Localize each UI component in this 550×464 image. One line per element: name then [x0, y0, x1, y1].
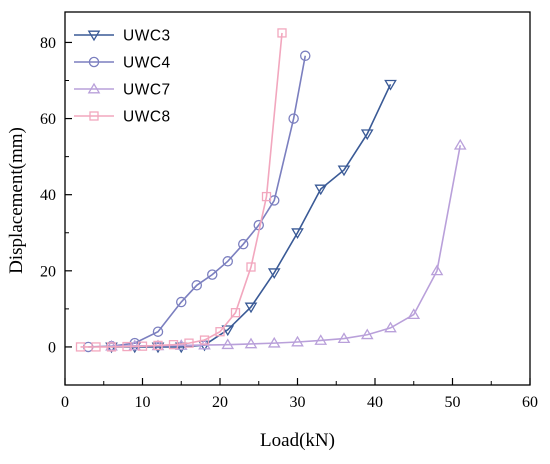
- legend: UWC3 UWC4 UWC7 UWC8: [74, 28, 171, 126]
- data-point: [151, 342, 165, 354]
- legend-entry: UWC4: [74, 55, 171, 72]
- data-point: [215, 327, 225, 337]
- legend-label: UWC7: [123, 82, 171, 99]
- series-layer: [75, 28, 467, 354]
- legend-label: UWC4: [123, 55, 171, 72]
- data-point: [314, 184, 328, 196]
- data-point: [299, 50, 311, 62]
- data-point: [360, 129, 374, 141]
- data-point: [384, 79, 397, 91]
- y-tick-label: 40: [40, 187, 56, 204]
- data-point: [137, 341, 148, 351]
- axes: 0 10 20 30 40 50 60 0 20 40 60 80: [40, 35, 538, 411]
- data-point: [221, 325, 235, 337]
- data-point: [291, 335, 304, 347]
- data-point: [291, 228, 304, 240]
- data-point: [337, 165, 351, 177]
- x-tick-label: 50: [445, 394, 461, 411]
- data-point: [267, 336, 281, 348]
- x-tick-label: 10: [135, 394, 151, 411]
- series-line: [88, 55, 307, 348]
- data-point: [106, 342, 117, 352]
- data-point: [168, 340, 179, 350]
- x-tick-label: 60: [522, 394, 538, 411]
- series-line: [80, 32, 283, 348]
- data-point: [384, 321, 397, 333]
- data-point: [261, 191, 272, 202]
- data-point: [75, 342, 86, 352]
- data-point: [105, 339, 118, 351]
- legend-entry: UWC3: [74, 28, 171, 45]
- series-uwc8: [75, 28, 287, 352]
- y-tick-label: 60: [40, 111, 56, 128]
- data-point: [314, 334, 328, 345]
- data-point: [191, 280, 202, 291]
- data-point: [244, 337, 258, 349]
- data-point: [153, 340, 163, 351]
- data-point: [277, 28, 287, 38]
- data-point: [91, 342, 101, 352]
- data-point: [87, 82, 101, 94]
- data-point: [407, 308, 421, 320]
- data-point: [152, 326, 164, 337]
- data-point: [206, 269, 218, 280]
- data-point: [87, 30, 101, 42]
- x-tick-label: 40: [367, 394, 383, 411]
- data-point: [175, 296, 187, 308]
- data-point: [453, 138, 467, 150]
- x-tick-label: 0: [61, 394, 69, 411]
- y-tick-label: 20: [40, 263, 56, 280]
- data-point: [244, 302, 258, 314]
- data-point: [288, 113, 299, 124]
- data-point: [222, 256, 233, 267]
- data-point: [430, 264, 444, 276]
- y-tick-label: 0: [48, 339, 56, 356]
- data-point: [221, 338, 235, 350]
- x-tick-label: 30: [290, 394, 306, 411]
- data-point: [360, 328, 374, 340]
- legend-entry: UWC8: [74, 109, 171, 126]
- data-point: [230, 308, 241, 318]
- data-point: [89, 111, 99, 121]
- data-point: [88, 56, 100, 68]
- data-point: [128, 339, 142, 351]
- y-tick-label: 80: [40, 35, 56, 52]
- data-point: [184, 338, 194, 348]
- data-point: [246, 262, 256, 272]
- y-axis-title: Displacement(mm): [6, 127, 27, 274]
- data-point: [267, 268, 281, 279]
- legend-label: UWC8: [123, 109, 171, 126]
- legend-label: UWC3: [123, 28, 171, 45]
- data-point: [122, 341, 132, 352]
- x-tick-label: 20: [212, 394, 228, 411]
- data-point: [337, 332, 351, 344]
- data-point: [237, 238, 249, 250]
- series-line: [111, 83, 392, 348]
- x-axis-title: Load(kN): [260, 430, 335, 451]
- legend-entry: UWC7: [74, 82, 171, 99]
- data-point: [199, 335, 210, 345]
